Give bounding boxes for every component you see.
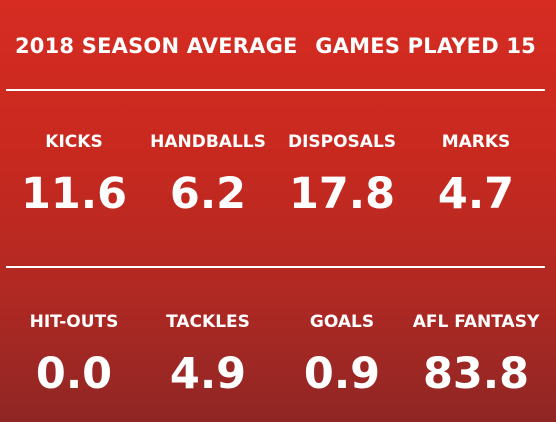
stat-value: 83.8 bbox=[422, 349, 530, 399]
stat-label: AFL FANTASY bbox=[412, 312, 540, 332]
stat-value: 17.8 bbox=[288, 169, 396, 219]
season-title: 2018 SEASON AVERAGE bbox=[15, 34, 298, 58]
stat-label: KICKS bbox=[45, 132, 103, 152]
stat-label: GOALS bbox=[309, 312, 375, 332]
stat-label: HANDBALLS bbox=[150, 132, 266, 152]
stat-afl-fantasy: AFL FANTASY 83.8 bbox=[406, 310, 546, 399]
stat-label: TACKLES bbox=[166, 312, 250, 332]
stat-handballs: HANDBALLS 6.2 bbox=[138, 130, 278, 219]
stat-label: HIT-OUTS bbox=[29, 312, 119, 332]
stat-value: 4.7 bbox=[437, 169, 515, 219]
stat-disposals: DISPOSALS 17.8 bbox=[272, 130, 412, 219]
stat-goals: GOALS 0.9 bbox=[272, 310, 412, 399]
divider-middle bbox=[6, 266, 545, 268]
stat-label: MARKS bbox=[441, 132, 511, 152]
stat-kicks: KICKS 11.6 bbox=[4, 130, 144, 219]
stat-hit-outs: HIT-OUTS 0.0 bbox=[4, 310, 144, 399]
stat-marks: MARKS 4.7 bbox=[406, 130, 546, 219]
stats-header: 2018 SEASON AVERAGE GAMES PLAYED 15 bbox=[0, 34, 556, 66]
stat-tackles: TACKLES 4.9 bbox=[138, 310, 278, 399]
stat-value: 6.2 bbox=[169, 169, 247, 219]
stat-value: 0.0 bbox=[35, 349, 113, 399]
games-played: GAMES PLAYED 15 bbox=[315, 34, 536, 58]
stat-value: 0.9 bbox=[303, 349, 381, 399]
stat-value: 4.9 bbox=[169, 349, 247, 399]
stat-label: DISPOSALS bbox=[287, 132, 397, 152]
stat-value: 11.6 bbox=[20, 169, 128, 219]
divider-top bbox=[6, 89, 545, 91]
